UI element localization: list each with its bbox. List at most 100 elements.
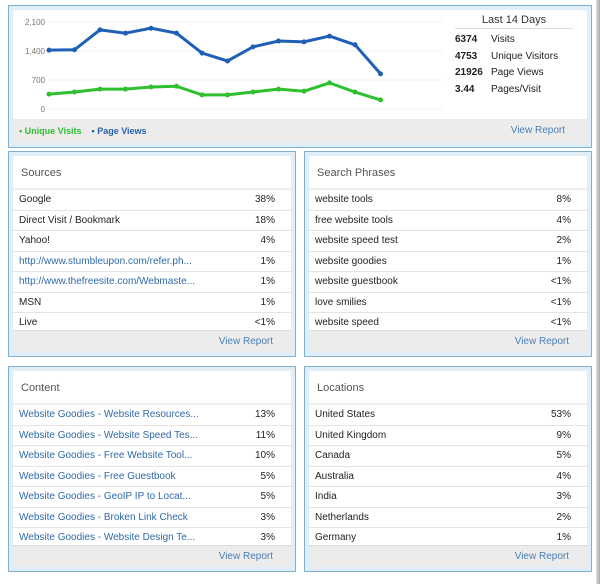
table-row: website speed test 2% xyxy=(309,231,587,252)
row-label: United Kingdom xyxy=(315,429,387,441)
stat-row: 21926 Page Views xyxy=(455,65,573,82)
row-percent: <1% xyxy=(550,276,571,287)
row-label: India xyxy=(315,491,337,502)
data-point[interactable] xyxy=(250,89,256,95)
data-point[interactable] xyxy=(276,38,281,44)
row-percent: <1% xyxy=(550,317,571,328)
table-row[interactable]: Website Goodies - Free Website Tool... 10… xyxy=(13,446,291,467)
row-label: Germany xyxy=(315,532,357,543)
data-point[interactable] xyxy=(352,89,358,95)
y-tick-label: 700 xyxy=(32,76,46,85)
row-link[interactable]: http://www.stumbleupon.com/refer.ph... xyxy=(19,255,192,267)
stat-row: 4753 Unique Visitors xyxy=(455,49,573,66)
row-percent: 38% xyxy=(254,194,275,205)
row-link[interactable]: Website Goodies - Website Resources... xyxy=(19,409,199,420)
data-point[interactable] xyxy=(148,84,154,90)
row-label: MSN xyxy=(19,296,42,308)
row-percent: 4% xyxy=(556,470,571,482)
row-link[interactable]: Website Goodies - Free Website Tool... xyxy=(19,450,193,461)
view-report-link[interactable]: View Report xyxy=(510,125,565,136)
table-row: free website tools 4% xyxy=(309,211,587,231)
row-label: free website tools xyxy=(315,214,393,226)
y-tick-label: 1,400 xyxy=(25,47,46,56)
table-row[interactable]: Website Goodies - GeoIP IP to Locat... 5% xyxy=(13,487,291,508)
table-row[interactable]: Website Goodies - Website Speed Tes... 11… xyxy=(13,426,291,446)
data-point[interactable] xyxy=(301,88,307,94)
row-label: website speed test xyxy=(315,235,398,246)
stat-label: Pages/Visit xyxy=(491,83,541,95)
panel-title: Locations xyxy=(309,371,587,405)
table-row: India 3% xyxy=(309,487,587,508)
table-row[interactable]: http://www.stumbleupon.com/refer.ph... 1% xyxy=(13,252,291,272)
data-point[interactable] xyxy=(378,97,383,103)
data-point[interactable] xyxy=(199,50,205,56)
row-percent: 8% xyxy=(556,194,571,205)
data-point[interactable] xyxy=(97,27,103,33)
row-link[interactable]: Website Goodies - Free Guestbook xyxy=(19,470,176,482)
row-label: website guestbook xyxy=(315,276,398,287)
view-report-link[interactable]: View Report xyxy=(218,336,273,347)
data-point[interactable] xyxy=(199,92,205,98)
panel-title: Search Phrases xyxy=(309,156,587,190)
row-percent: 1% xyxy=(556,532,571,543)
view-report-link[interactable]: View Report xyxy=(514,551,569,562)
data-point[interactable] xyxy=(301,39,307,45)
traffic-overview-panel: 0 700 1,400 2,100 Last 14 Days 6374 Visits 47… xyxy=(8,5,592,148)
row-link[interactable]: Website Goodies - Broken Link Check xyxy=(19,511,188,523)
table-row: United Kingdom 9% xyxy=(309,426,587,446)
data-point[interactable] xyxy=(46,47,52,53)
row-percent: 3% xyxy=(260,532,275,543)
data-point[interactable] xyxy=(46,91,52,97)
table-row[interactable]: Website Goodies - Broken Link Check 3% xyxy=(13,508,291,528)
row-percent: 5% xyxy=(260,491,275,502)
row-percent: 5% xyxy=(556,450,571,461)
row-label: love smilies xyxy=(315,296,367,308)
data-point[interactable] xyxy=(225,58,230,64)
row-label: website goodies xyxy=(315,255,387,267)
stat-value: 4753 xyxy=(455,50,478,62)
data-point[interactable] xyxy=(352,42,358,48)
table-row[interactable]: http://www.thefreesite.com/Webmaste... 1% xyxy=(13,272,291,293)
row-link[interactable]: Website Goodies - Website Design Te... xyxy=(19,532,196,543)
stat-row: 3.44 Pages/Visit xyxy=(455,82,573,99)
data-point[interactable] xyxy=(123,30,128,36)
traffic-line-chart: 0 700 1,400 2,100 xyxy=(25,18,443,114)
row-label: Live xyxy=(19,317,38,328)
view-report-link[interactable]: View Report xyxy=(218,551,273,562)
table-row[interactable]: Website Goodies - Free Guestbook 5% xyxy=(13,467,291,487)
stat-label: Visits xyxy=(491,34,515,45)
row-link[interactable]: Website Goodies - GeoIP IP to Locat... xyxy=(19,491,191,502)
data-point[interactable] xyxy=(225,92,230,98)
row-link[interactable]: http://www.thefreesite.com/Webmaste... xyxy=(19,276,195,287)
view-report-link[interactable]: View Report xyxy=(514,336,569,347)
row-percent: <1% xyxy=(254,317,275,328)
table-row: Yahoo! 4% xyxy=(13,231,291,252)
data-point[interactable] xyxy=(174,30,179,36)
data-point[interactable] xyxy=(97,86,103,92)
row-link[interactable]: Website Goodies - Website Speed Tes... xyxy=(19,429,198,441)
data-point[interactable] xyxy=(148,25,154,31)
row-percent: 18% xyxy=(254,214,275,226)
row-percent: 53% xyxy=(550,409,571,420)
data-point[interactable] xyxy=(123,86,128,92)
row-percent: 1% xyxy=(556,255,571,267)
data-point[interactable] xyxy=(276,86,281,92)
row-label: Australia xyxy=(315,470,354,482)
data-point[interactable] xyxy=(250,44,256,50)
table-row[interactable]: Website Goodies - Website Resources... 13… xyxy=(13,405,291,426)
data-point[interactable] xyxy=(72,47,77,53)
data-point[interactable] xyxy=(327,80,332,86)
y-tick-label: 0 xyxy=(41,105,46,114)
data-point[interactable] xyxy=(378,71,383,77)
legend-page-views: • Page Views xyxy=(91,126,147,136)
stat-value: 21926 xyxy=(455,67,483,78)
data-point[interactable] xyxy=(327,33,332,39)
row-label: Canada xyxy=(315,450,351,461)
data-point[interactable] xyxy=(174,83,179,89)
data-point[interactable] xyxy=(72,89,77,95)
row-label: website speed xyxy=(315,317,379,328)
panel-title: Content xyxy=(13,371,291,405)
row-label: Yahoo! xyxy=(19,235,50,246)
locations-panel: Locations United States 53% United Kingdom 9… xyxy=(304,366,592,572)
row-percent: <1% xyxy=(550,296,571,308)
